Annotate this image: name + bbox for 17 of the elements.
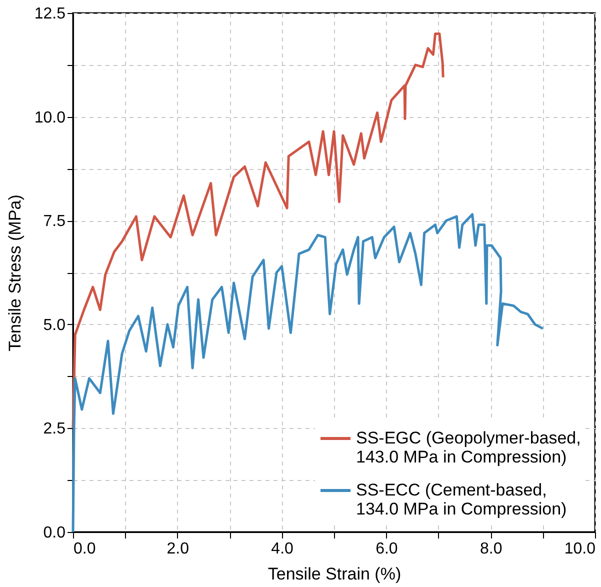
x-tick-label: 4.0 [271, 540, 294, 558]
y-tick-label: 2.5 [43, 420, 66, 438]
x-tick-label: 6.0 [376, 540, 398, 558]
x-axis-title: Tensile Strain (%) [268, 564, 402, 584]
x-tick-label: 8.0 [480, 540, 502, 558]
y-tick-label: 12.5 [34, 6, 66, 22]
x-tick-label: 2.0 [166, 540, 190, 558]
line-series [72, 32, 444, 430]
y-tick-label: 10.0 [34, 109, 66, 126]
x-tick-label: 10.0 [564, 540, 596, 558]
legend-label: SS-EGC (Geopolymer-based, 143.0 MPa in Compression) [356, 428, 581, 466]
y-tick-label: 7.5 [43, 213, 66, 230]
x-tick-label: 0.0 [74, 540, 96, 558]
y-tick-label: 5.0 [43, 316, 66, 334]
y-axis-title: Tensile Stress (MPa) [5, 194, 24, 352]
y-tick-label: 0.0 [43, 524, 66, 542]
legend-label: SS-ECC (Cement-based, 134.0 MPa in Compression) [356, 480, 567, 518]
